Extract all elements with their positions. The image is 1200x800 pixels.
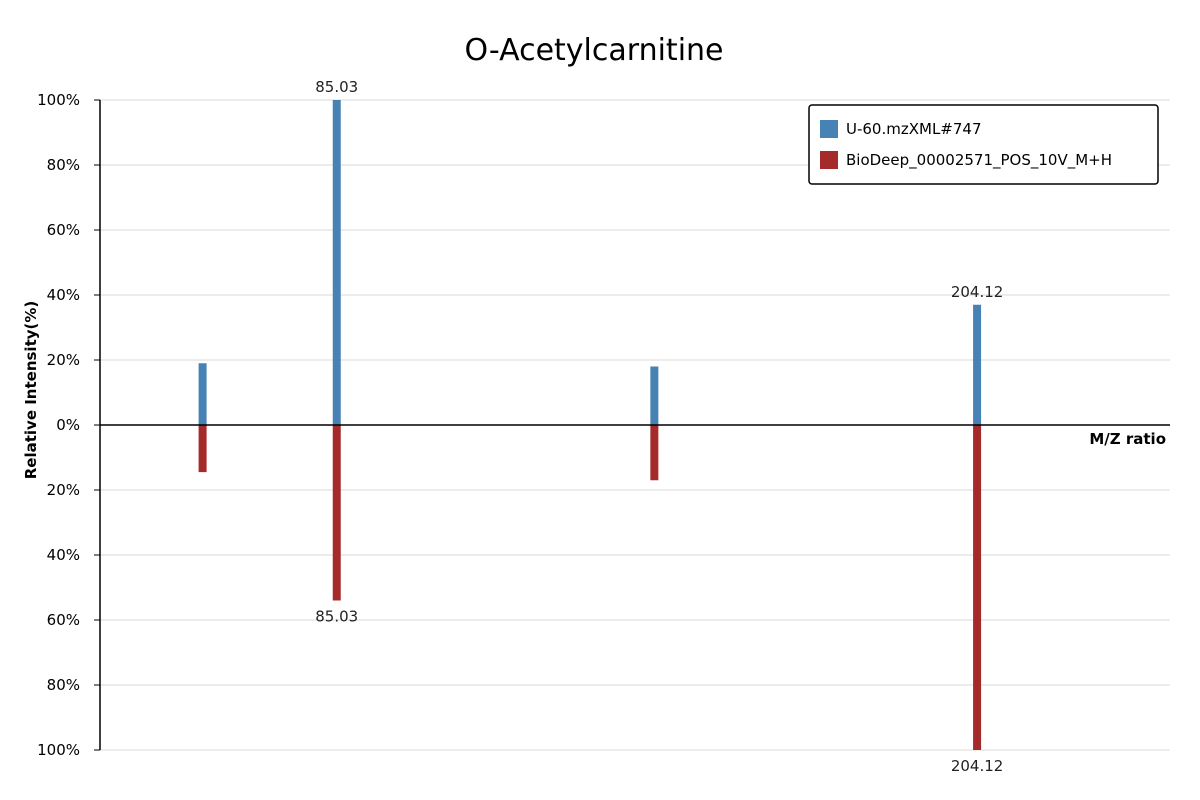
legend-box — [808, 104, 1159, 185]
legend-swatch-reference — [820, 151, 838, 169]
y-tick-label: 100% — [37, 741, 80, 759]
y-tick-label: 20% — [47, 351, 80, 369]
chart-title: O-Acetylcarnitine — [464, 33, 723, 68]
peak-bars — [198, 100, 982, 750]
sample-peak-label: 85.03 — [315, 78, 358, 96]
sample-peak-bar — [973, 304, 982, 425]
peak-labels: 85.03 204.12 85.03 204.12 — [315, 78, 1003, 775]
x-axis-title: M/Z ratio — [1089, 430, 1166, 448]
legend-swatch-sample — [820, 120, 838, 138]
y-tick-label: 80% — [47, 156, 80, 174]
sample-peak-bar — [650, 366, 659, 425]
reference-peak-bar — [198, 425, 207, 473]
y-tick-label: 40% — [47, 546, 80, 564]
y-tick-label: 20% — [47, 481, 80, 499]
y-tick-label: 80% — [47, 676, 80, 694]
reference-peak-label: 85.03 — [315, 608, 358, 626]
y-tick-labels: 100% 80% 60% 40% 20% 0% 20% 40% 60% 80% 100% — [37, 91, 80, 759]
y-axis-title: Relative Intensity(%) — [22, 301, 40, 480]
y-tick-label: 60% — [47, 221, 80, 239]
sample-peak-bar — [332, 100, 341, 425]
reference-peak-bar — [973, 425, 982, 750]
legend-label-reference: BioDeep_00002571_POS_10V_M+H — [846, 151, 1112, 170]
y-tick-label: 0% — [56, 416, 80, 434]
y-tick-label: 40% — [47, 286, 80, 304]
sample-peak-bar — [198, 363, 207, 425]
legend: U-60.mzXML#747 BioDeep_00002571_POS_10V_… — [808, 104, 1159, 185]
reference-peak-bar — [650, 425, 659, 481]
reference-peak-bar — [332, 425, 341, 601]
reference-peak-label: 204.12 — [951, 757, 1004, 775]
legend-label-sample: U-60.mzXML#747 — [846, 120, 982, 138]
sample-peak-label: 204.12 — [951, 283, 1004, 301]
y-tick-label: 100% — [37, 91, 80, 109]
y-tick-label: 60% — [47, 611, 80, 629]
